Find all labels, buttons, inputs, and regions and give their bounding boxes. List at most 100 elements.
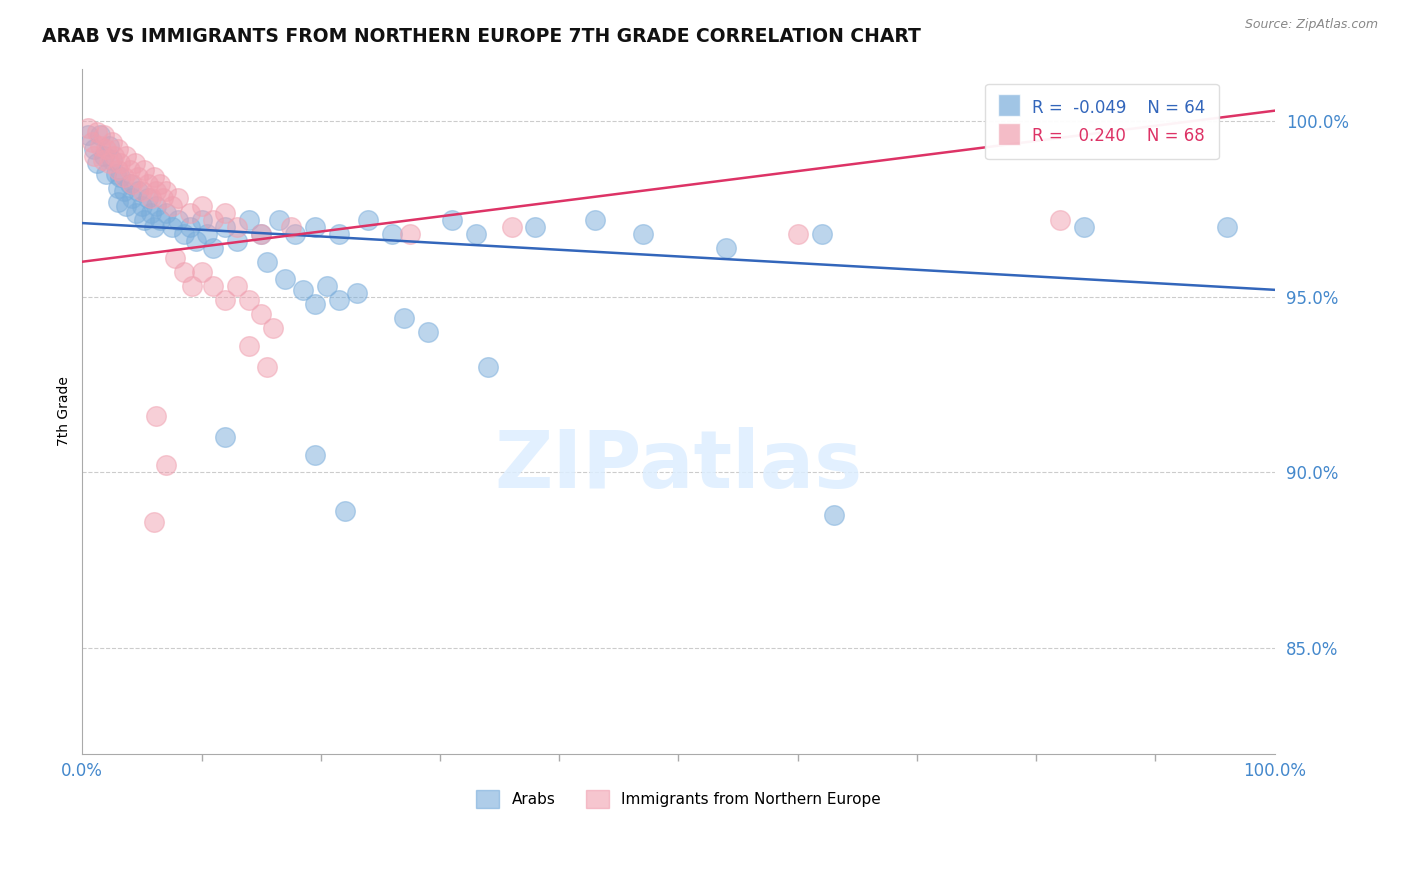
Point [160, 198, 183, 212]
Point [346, 286, 368, 301]
Point [110, 170, 132, 185]
Point [256, 360, 278, 375]
Point [155, 185, 177, 199]
Point [131, 198, 153, 212]
Point [160, 219, 183, 234]
Point [101, 153, 124, 167]
Point [142, 219, 165, 234]
Point [127, 185, 149, 199]
Point [631, 227, 654, 241]
Point [165, 251, 187, 265]
Point [152, 192, 174, 206]
Point [333, 504, 356, 518]
Point [291, 283, 314, 297]
Point [131, 185, 153, 199]
Point [142, 515, 165, 529]
Point [166, 192, 188, 206]
Point [184, 234, 207, 248]
Point [127, 170, 149, 185]
Point [104, 167, 127, 181]
Text: Source: ZipAtlas.com: Source: ZipAtlas.com [1244, 18, 1378, 31]
Point [112, 170, 135, 185]
Y-axis label: 7th Grade: 7th Grade [58, 376, 72, 446]
Point [283, 227, 305, 241]
Point [202, 212, 225, 227]
Point [149, 178, 172, 192]
Point [121, 192, 143, 206]
Point [141, 192, 163, 206]
Point [86, 156, 108, 170]
Point [125, 205, 148, 219]
Point [464, 227, 486, 241]
Point [399, 227, 422, 241]
Point [89, 128, 111, 143]
Point [1073, 219, 1095, 234]
Point [328, 227, 350, 241]
Point [121, 178, 143, 192]
Point [274, 272, 297, 286]
Point [226, 234, 249, 248]
Point [115, 149, 138, 163]
Point [416, 325, 439, 339]
Point [524, 219, 547, 234]
Point [107, 142, 129, 156]
Point [304, 219, 326, 234]
Point [89, 138, 111, 153]
Point [250, 227, 273, 241]
Point [107, 194, 129, 209]
Point [280, 219, 302, 234]
Point [80, 136, 103, 150]
Point [181, 279, 204, 293]
Point [103, 149, 125, 163]
Point [394, 310, 416, 325]
Point [262, 321, 284, 335]
Point [94, 167, 117, 181]
Point [1216, 219, 1239, 234]
Text: ZIPatlas: ZIPatlas [495, 426, 863, 505]
Point [202, 279, 225, 293]
Point [107, 181, 129, 195]
Point [83, 149, 105, 163]
Point [1049, 212, 1071, 227]
Point [141, 205, 163, 219]
Point [256, 254, 278, 268]
Point [190, 198, 212, 212]
Point [214, 205, 236, 219]
Point [250, 307, 273, 321]
Point [501, 219, 523, 234]
Point [823, 508, 845, 522]
Point [97, 156, 120, 170]
Point [115, 198, 138, 212]
Point [173, 227, 195, 241]
Point [124, 156, 146, 170]
Point [142, 170, 165, 185]
Point [91, 153, 114, 167]
Point [145, 185, 167, 199]
Point [315, 279, 337, 293]
Text: ARAB VS IMMIGRANTS FROM NORTHERN EUROPE 7TH GRADE CORRELATION CHART: ARAB VS IMMIGRANTS FROM NORTHERN EUROPE … [42, 27, 921, 45]
Point [94, 142, 117, 156]
Point [190, 265, 212, 279]
Point [190, 212, 212, 227]
Point [786, 227, 808, 241]
Point [118, 178, 141, 192]
Point [381, 227, 404, 241]
Point [304, 448, 326, 462]
Point [145, 198, 167, 212]
Point [136, 192, 159, 206]
Point [107, 163, 129, 178]
Point [155, 458, 177, 473]
Point [477, 360, 499, 375]
Legend: Arabs, Immigrants from Northern Europe: Arabs, Immigrants from Northern Europe [470, 783, 887, 814]
Point [136, 178, 159, 192]
Point [214, 430, 236, 444]
Point [86, 125, 108, 139]
Point [179, 219, 201, 234]
Point [267, 212, 290, 227]
Point [357, 212, 380, 227]
Point [226, 279, 249, 293]
Point [197, 227, 219, 241]
Point [93, 149, 115, 163]
Point [238, 212, 260, 227]
Point [583, 212, 606, 227]
